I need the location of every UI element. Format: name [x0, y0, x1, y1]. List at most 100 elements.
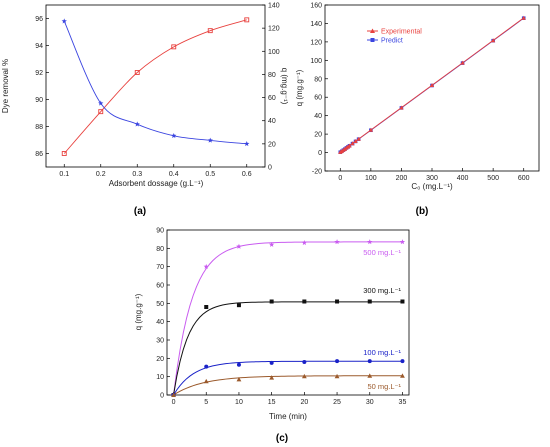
- panel-b-series-experimental-point: [347, 143, 352, 148]
- panel-b-series-experimental-point: [350, 141, 355, 146]
- panel-a-series-2-point: [207, 137, 213, 143]
- panel-a-series-2-point: [98, 100, 104, 106]
- panel-c-series-2-point: [236, 303, 241, 308]
- panel-c-series-4-point: [203, 378, 209, 384]
- panel-b-series-experimental-point: [490, 38, 496, 43]
- panel-a-x-tick-label: 0.6: [242, 171, 252, 178]
- panel-c-series-1-point: [301, 240, 308, 246]
- panel-a-y-right-tick-label: 0: [268, 165, 272, 172]
- panel-b-x-label: C₀ (mg.L⁻¹): [411, 182, 453, 191]
- panel-b-x-tick-label: 600: [518, 175, 530, 182]
- panel-c-y-tick-label: 60: [156, 283, 164, 290]
- panel-c-y-tick-label: 30: [156, 338, 164, 345]
- panel-c-y-tick-label: 50: [156, 301, 164, 308]
- panel-b-y-tick-label: 160: [310, 3, 322, 10]
- legend-label-predict: Predict: [381, 38, 403, 45]
- panel-c-series-2-point: [269, 299, 274, 304]
- panel-c-series-2-point: [335, 299, 340, 304]
- panel-c-series-3-point: [302, 360, 307, 364]
- panel-b-y-tick-label: 40: [314, 113, 322, 120]
- panel-a-series-1-point: [207, 28, 213, 34]
- panel-c-series-3-point: [400, 359, 405, 364]
- panel-b-series-experimental-point: [353, 139, 358, 144]
- panel-c-x-tick-label: 20: [300, 399, 308, 406]
- panel-a-y-right-tick-label: 140: [268, 3, 280, 10]
- panel-c-series-1-point: [334, 239, 340, 245]
- panel-a-y-left-tick-label: 92: [35, 70, 43, 77]
- panel-a-y-right-tick-label: 80: [268, 72, 276, 79]
- panel-c-series-4-point: [367, 373, 373, 378]
- panel-b-series-experimental-point: [521, 15, 526, 20]
- panel-a-series-1-point: [244, 17, 250, 23]
- panel-a-y-right-tick-label: 40: [268, 118, 276, 125]
- panel-a-series-2-line: [63, 21, 247, 145]
- panel-a-frame: [45, 4, 266, 168]
- panel-a-series-2-point: [171, 132, 177, 139]
- panel-c-series-3-fit: [173, 360, 403, 396]
- panel-b-y-tick-label: 140: [310, 21, 322, 28]
- panel-c-series-4-point: [301, 373, 307, 379]
- panel-b-chart: 0 100 200 300 400 500 600 -20 0 20 40 60 80 100 120 140…: [295, 3, 540, 217]
- panel-b-legend: Experimental Predict: [367, 28, 422, 45]
- panel-b-y-tick-label: 60: [314, 95, 322, 102]
- panel-a-series-1-point: [61, 151, 67, 156]
- series-label-50: 50 mg.L⁻¹: [367, 382, 401, 391]
- panel-b-series-experimental-point: [460, 60, 465, 65]
- panel-a-chart: 0.1 0.2 0.3 0.4 0.5 0.6 86 88 90 92 94 96 0 20 40 60 80 1…: [1, 3, 289, 218]
- panel-a-x-tick-label: 0.2: [96, 171, 106, 178]
- panel-a-x-tick-label: 0.4: [169, 171, 179, 178]
- panel-a-series-1-line: [63, 19, 247, 154]
- panel-b-series-experimental-point: [356, 136, 361, 141]
- panel-b-label: (b): [416, 206, 429, 217]
- panel-c-x-label: Time (min): [269, 412, 307, 421]
- panel-b-x-tick-label: 400: [457, 175, 469, 182]
- panel-a-y-right-tick-label: 100: [268, 49, 280, 56]
- panel-b-y-tick-label: 0: [318, 150, 322, 157]
- panel-c-y-tick-label: 70: [156, 264, 164, 271]
- panel-c-x-tick-label: 10: [235, 399, 243, 406]
- panel-c-x-tick-label: 15: [268, 399, 276, 406]
- panel-a-series-2-point: [244, 141, 250, 147]
- panel-a-y-left-tick-label: 88: [35, 124, 43, 131]
- panel-b-x-tick-label: 500: [487, 175, 499, 182]
- panel-a-x-label: Adsorbent dossage (g.L⁻¹): [109, 179, 204, 188]
- panel-b-x-tick-label: 100: [365, 175, 377, 182]
- panel-c-y-tick-label: 20: [156, 356, 164, 363]
- panel-c-series-4-point: [400, 373, 405, 378]
- panel-c-series-4-fit: [173, 375, 403, 396]
- panel-c-series-1-point: [236, 243, 242, 249]
- legend-marker-experimental: [370, 28, 375, 33]
- panel-b-y-label: q (mg.g⁻¹): [295, 69, 304, 106]
- panel-c-x-tick-label: 5: [204, 399, 208, 406]
- panel-c-x-tick-label: 0: [172, 399, 176, 406]
- panel-b-series-experimental-point: [368, 127, 374, 132]
- panel-b-y-tick-label: 80: [314, 76, 322, 83]
- panel-c-y-tick-label: 0: [160, 393, 164, 400]
- series-label-100: 100 mg.L⁻¹: [363, 348, 401, 357]
- panel-a-series-1-point: [134, 70, 140, 75]
- panel-a-y-left-tick-label: 94: [35, 43, 43, 50]
- panel-a-y-right-tick-label: 20: [268, 141, 276, 148]
- panel-c-series-3-point: [269, 360, 274, 365]
- panel-a-label: (a): [134, 206, 146, 217]
- panel-a-y-left-tick-label: 96: [35, 16, 43, 23]
- panel-c-label: (c): [276, 433, 288, 444]
- legend-label-experimental: Experimental: [381, 29, 422, 36]
- panel-c-series-3-point: [236, 362, 241, 367]
- panel-c-series-4-point: [236, 377, 242, 382]
- panel-c-x-tick-label: 35: [399, 399, 407, 406]
- panel-a-series-2-point: [61, 18, 67, 24]
- panel-a-y-right-tick-label: 120: [268, 26, 280, 33]
- panel-c-series-1-fit: [173, 241, 403, 396]
- series-label-500: 500 mg.L⁻¹: [363, 248, 401, 257]
- panel-c-series-1-point: [268, 241, 275, 247]
- panel-c-series-4-point: [171, 392, 176, 397]
- panel-c-chart: 0 5 10 15 20 25 30 35 0 10 20 30 40 50 60 70 80 90 500 mg…: [134, 228, 410, 444]
- panel-b-series-experimental-point: [429, 83, 435, 88]
- panel-b-x-tick-label: 300: [426, 175, 438, 182]
- panel-c-series-2-point: [400, 299, 405, 304]
- panel-c-series-2-point: [204, 305, 209, 309]
- panel-a-x-tick-label: 0.3: [132, 171, 142, 178]
- panel-c-y-tick-label: 90: [156, 228, 164, 235]
